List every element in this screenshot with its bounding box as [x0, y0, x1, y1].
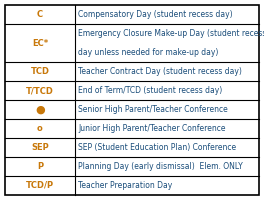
Text: End of Term/TCD (student recess day): End of Term/TCD (student recess day) — [78, 86, 222, 95]
Text: Junior High Parent/Teacher Conference: Junior High Parent/Teacher Conference — [78, 124, 225, 133]
Text: TCD/P: TCD/P — [26, 181, 54, 190]
Text: Compensatory Day (student recess day): Compensatory Day (student recess day) — [78, 10, 233, 19]
Text: C: C — [37, 10, 43, 19]
Text: Teacher Preparation Day: Teacher Preparation Day — [78, 181, 172, 190]
Text: SEP (Student Education Plan) Conference: SEP (Student Education Plan) Conference — [78, 143, 236, 152]
Text: SEP: SEP — [31, 143, 49, 152]
Text: Planning Day (early dismissal)  Elem. ONLY: Planning Day (early dismissal) Elem. ONL… — [78, 162, 243, 171]
Text: T/TCD: T/TCD — [26, 86, 54, 95]
Bar — [5, 5, 259, 195]
Text: P: P — [37, 162, 43, 171]
Text: day unless needed for make-up day): day unless needed for make-up day) — [78, 48, 218, 57]
Text: o: o — [37, 124, 43, 133]
Text: Senior High Parent/Teacher Conference: Senior High Parent/Teacher Conference — [78, 105, 228, 114]
Text: Teacher Contract Day (student recess day): Teacher Contract Day (student recess day… — [78, 67, 242, 76]
Text: TCD: TCD — [30, 67, 49, 76]
Text: EC*: EC* — [32, 39, 48, 48]
Text: Emergency Closure Make-up Day (student recess: Emergency Closure Make-up Day (student r… — [78, 29, 264, 38]
Text: ●: ● — [35, 104, 45, 114]
